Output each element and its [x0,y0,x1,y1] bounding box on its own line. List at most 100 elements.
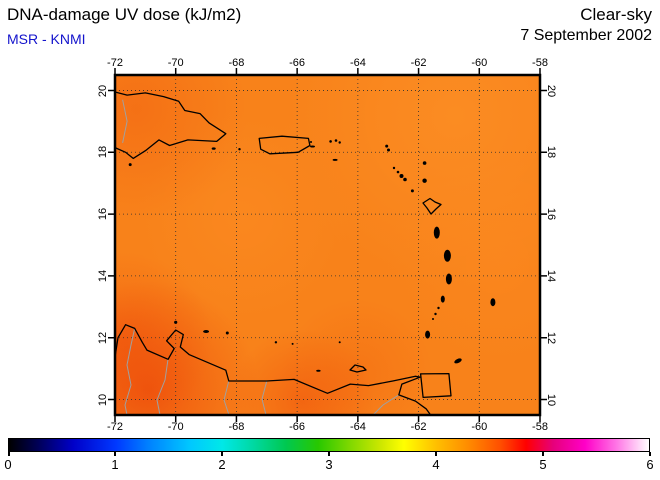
lat-tick-label-right: 20 [545,84,557,97]
river-orinoco [372,394,400,416]
island-dominica [433,226,440,239]
colorbar-tick-label: 5 [539,457,547,472]
island-los-roques [274,341,278,344]
lat-tick-label-left: 18 [97,146,109,159]
lon-tick-label-top: -72 [107,57,123,69]
island-antigua [422,178,427,183]
coastline-margarita [349,364,367,373]
lon-tick-label-bottom: -66 [289,421,306,433]
colorbar-tick [221,452,223,456]
island-culebra [310,141,312,143]
lat-tick-label-right: 10 [545,393,557,406]
lat-tick-label-right: 12 [545,331,557,344]
island-st-kitts [399,174,404,178]
coastline-guadeloupe [422,197,442,215]
island-st-vincent [440,295,445,303]
lon-tick-label-top: -62 [410,57,427,69]
grid-lines [115,75,540,415]
lat-tick-label-left: 16 [97,207,109,221]
island-mona [238,148,241,151]
lon-tick-label-bottom: -60 [471,421,488,433]
colorbar-tick-label: 0 [4,457,12,472]
lon-tick-label-bottom: -72 [107,421,123,433]
lon-tick-label-top: -64 [349,57,366,69]
island-martinique [443,249,451,262]
island-saona [211,147,216,150]
island-grenada [425,330,431,339]
island-barbados [490,298,496,307]
coastline-trinidad [419,372,452,399]
border-colombia-venezuela [124,328,136,416]
lon-tick-label-top: -60 [471,57,488,69]
lat-tick-label-right: 14 [545,269,557,283]
lon-tick-label-bottom: -58 [532,421,548,433]
source-label: MSR - KNMI [7,31,86,47]
island-curacao [203,330,210,333]
lon-tick-label-top: -66 [289,57,306,69]
map-frame [113,73,542,417]
island-st-martin [387,148,390,152]
lat-tick-label-right: 18 [545,146,557,159]
lon-tick-label-top: -68 [228,57,245,69]
coastlines [114,91,452,416]
island-virgin-1 [329,140,332,143]
island-virgin-2 [334,139,338,142]
island-vieques [310,145,315,148]
island-barbuda [422,161,427,165]
island-la-orchila [291,342,294,345]
island-bonaire [225,331,229,335]
condition-label: Clear-sky [580,5,652,24]
colorbar-tick-label: 1 [111,457,119,472]
island-st-croix [332,158,338,161]
uv-dose-field [115,75,540,415]
island-montserrat [410,189,414,193]
lat-tick-label-left: 14 [97,269,109,283]
colorbar-tick [114,452,116,456]
colorbar-tick-label: 3 [325,457,333,472]
lat-tick-label-left: 10 [97,393,109,406]
colorbar-tick [542,452,544,456]
colorbar-tick-label: 2 [218,457,226,472]
border-haiti-dr [122,99,128,144]
colorbar-tick [328,452,330,456]
island-nevis [403,177,407,182]
island-grenadines-1 [437,306,440,310]
small-islands [128,139,496,372]
page-title: DNA-damage UV dose (kJ/m2) [7,5,242,24]
island-beata [128,163,132,167]
colorbar-tick [648,452,651,456]
lon-tick-label-top: -70 [167,57,184,69]
lon-tick-label-top: -58 [532,57,548,69]
border-venezuela-3 [261,380,268,416]
island-st-eustatius [396,170,400,174]
lat-tick-label-left: 12 [97,331,109,344]
axis-ticks [108,68,547,422]
lon-tick-label-bottom: -70 [167,421,184,433]
island-tobago [454,358,462,364]
island-st-lucia [445,273,452,285]
colorbar-gradient [8,438,650,452]
lon-tick-label-bottom: -64 [349,421,366,433]
colorbar-tick-label: 4 [432,457,440,472]
border-venezuela-1 [156,359,169,416]
date-label: 7 September 2002 [520,27,652,44]
lat-tick-label-left: 20 [97,84,109,97]
map-plot-svg [108,68,547,422]
colorbar-tick-label: 6 [646,457,654,472]
lon-tick-label-bottom: -62 [410,421,427,433]
colorbar-tick [435,452,437,456]
island-aruba [174,320,178,324]
coastline-puerto-rico [258,135,311,155]
island-la-tortuga [316,369,321,372]
borders-gray [122,99,400,416]
lat-tick-label-right: 16 [545,207,557,221]
island-grenadines-2 [434,312,437,316]
coastline-venezuela [114,324,432,416]
island-blanquilla [338,341,341,344]
border-venezuela-2 [223,380,230,416]
lon-tick-label-bottom: -68 [228,421,245,433]
island-grenadines-3 [432,318,434,320]
island-virgin-3 [338,141,341,144]
island-saba [392,166,396,170]
